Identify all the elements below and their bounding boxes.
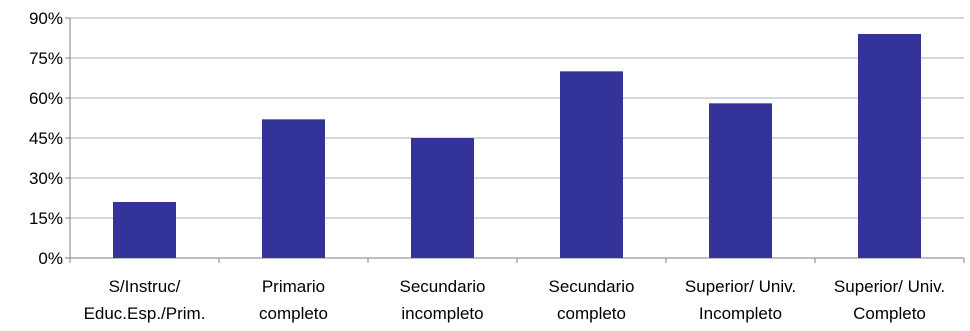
bar (262, 119, 325, 258)
x-category-label-line: Superior/ Univ. (834, 277, 945, 296)
x-category-label-line: completo (259, 304, 328, 323)
x-category-label-line: Completo (853, 304, 926, 323)
x-category-label-line: S/Instruc/ (109, 277, 181, 296)
y-tick-label: 90% (29, 9, 63, 28)
x-category-label-line: Incompleto (699, 304, 782, 323)
y-tick-label: 30% (29, 169, 63, 188)
axes (65, 17, 965, 263)
y-axis-tick-labels: 0% 15% 30% 45% 60% 75% 90% (29, 9, 63, 268)
y-tick-label: 75% (29, 49, 63, 68)
bars (113, 34, 921, 258)
x-category-label: Superior/ Univ. Completo (834, 277, 945, 323)
x-axis-category-labels: S/Instruc/Educ.Esp./Prim. Primario complet… (84, 277, 946, 323)
x-category-label-line: Primario (262, 277, 325, 296)
x-category-label-line: incompleto (401, 304, 483, 323)
bar (709, 103, 772, 258)
x-category-label-line: completo (557, 304, 626, 323)
x-category-label: Secundario incompleto (399, 277, 485, 323)
bar (858, 34, 921, 258)
y-tick-label: 15% (29, 209, 63, 228)
x-category-label: Secundario completo (548, 277, 634, 323)
y-tick-label: 0% (38, 249, 63, 268)
gridlines (70, 17, 964, 219)
x-category-label-line: Secundario (399, 277, 485, 296)
bar (113, 202, 176, 258)
y-tick-label: 45% (29, 129, 63, 148)
bar (560, 71, 623, 258)
x-category-label: Primario completo (259, 277, 328, 323)
x-category-label-line: Educ.Esp./Prim. (84, 304, 206, 323)
x-category-label-line: Secundario (548, 277, 634, 296)
x-category-label-line: Superior/ Univ. (685, 277, 796, 296)
x-category-label: Superior/ Univ. Incompleto (685, 277, 796, 323)
y-tick-label: 60% (29, 89, 63, 108)
bar (411, 138, 474, 258)
x-category-label: S/Instruc/Educ.Esp./Prim. (84, 277, 206, 323)
